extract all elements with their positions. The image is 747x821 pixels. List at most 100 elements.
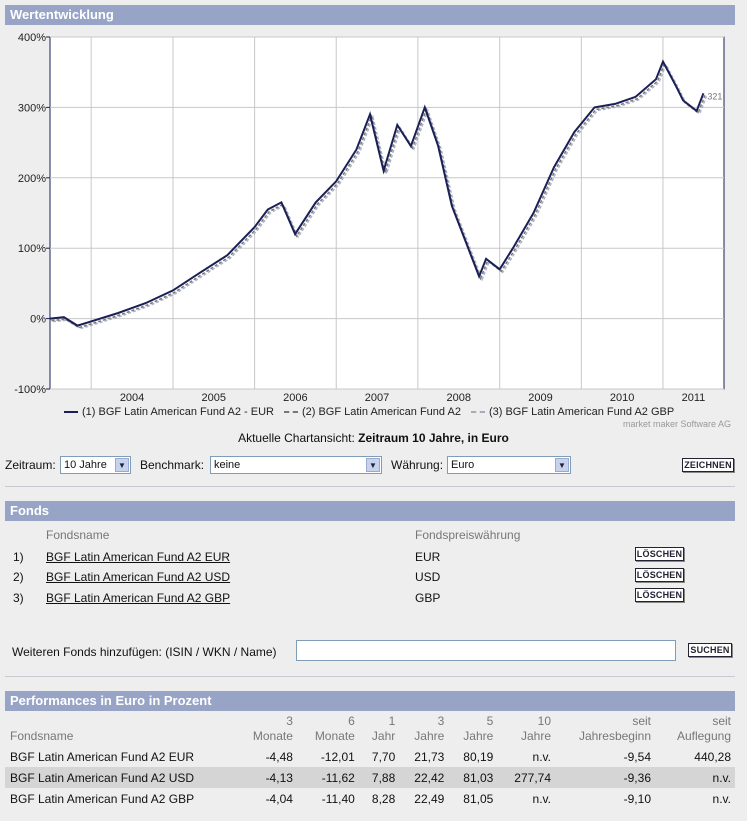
perf-cell: 8,28 xyxy=(371,791,396,806)
perf-cell: -12,01 xyxy=(320,749,355,764)
legend-item-3: (3) BGF Latin American Fund A2 GBP xyxy=(470,406,675,418)
zeitraum-value: 10 Jahre xyxy=(64,459,107,471)
fonds-row-currency: EUR xyxy=(415,550,441,564)
chart-controls: Zeitraum: 10 Jahre ▼ Benchmark: keine ▼ … xyxy=(5,456,735,476)
perf-col-6m: 6 Monate xyxy=(314,714,355,743)
perf-cell: n.v. xyxy=(712,791,731,806)
perf-cell: 440,28 xyxy=(694,749,731,764)
chart-lines: 321 xyxy=(49,59,722,330)
chart-legend: (1) BGF Latin American Fund A2 - EUR (2)… xyxy=(64,406,674,418)
chart-view-caption: Aktuelle Chartansicht: Zeitraum 10 Jahre… xyxy=(0,431,747,445)
perf-cell-name: BGF Latin American Fund A2 EUR xyxy=(10,749,195,764)
perf-cell-name: BGF Latin American Fund A2 USD xyxy=(5,767,235,788)
series-end-labels: 321 xyxy=(707,91,722,101)
y-tick-label: 200% xyxy=(18,173,46,185)
fonds-row-link[interactable]: BGF Latin American Fund A2 USD xyxy=(46,570,231,584)
perf-cell: 277,74 xyxy=(497,767,555,788)
divider xyxy=(5,486,735,487)
y-tick-label: 0% xyxy=(30,314,46,326)
x-tick-label: 2009 xyxy=(528,392,552,404)
perf-cell: -4,04 xyxy=(265,791,293,806)
perf-cell: -9,36 xyxy=(555,767,655,788)
fonds-row-num: 2) xyxy=(13,570,24,584)
chart-view-prefix: Aktuelle Chartansicht: xyxy=(238,431,355,445)
delete-button[interactable]: LÖSCHEN xyxy=(635,588,684,602)
perf-cell: -4,48 xyxy=(265,749,293,764)
legend-item-2: (2) BGF Latin American Fund A2 xyxy=(283,406,461,418)
perf-cell: -9,54 xyxy=(623,749,651,764)
perf-cell: 21,73 xyxy=(414,749,445,764)
y-tick-label: 100% xyxy=(18,243,46,255)
search-button[interactable]: SUCHEN xyxy=(688,643,732,657)
legend-label-2: (2) BGF Latin American Fund A2 xyxy=(301,406,461,418)
legend-label-3: (3) BGF Latin American Fund A2 GBP xyxy=(488,406,675,418)
benchmark-value: keine xyxy=(214,459,241,471)
legend-swatch-dashed xyxy=(283,411,298,413)
chart-x-ticks: 2004 2005 2006 2007 2008 2009 2010 2011 xyxy=(120,392,705,404)
add-fonds-input[interactable] xyxy=(296,640,676,661)
waehrung-select[interactable]: Euro ▼ xyxy=(447,456,571,474)
y-tick-label: 300% xyxy=(18,102,46,114)
fonds-row-num: 3) xyxy=(13,591,24,605)
perf-col-1y: 1 Jahr xyxy=(371,714,396,743)
zeitraum-select[interactable]: 10 Jahre ▼ xyxy=(60,456,131,474)
series-line xyxy=(51,61,706,329)
zeitraum-label: Zeitraum: xyxy=(5,458,56,472)
perf-cell: 7,88 xyxy=(358,767,400,788)
chart-view-value: Zeitraum 10 Jahre, in Euro xyxy=(358,431,509,445)
perf-cell: 22,42 xyxy=(399,767,449,788)
fonds-row-num: 1) xyxy=(13,550,24,564)
chart-y-ticks: 400% 300% 200% 100% 0% -100% xyxy=(14,32,46,396)
chart-svg: 400% 300% 200% 100% 0% -100% 2004 2005 2006 2007… xyxy=(14,32,725,404)
chevron-down-icon: ▼ xyxy=(366,458,380,472)
perf-cell: 22,49 xyxy=(414,791,445,806)
perf-cell: n.v. xyxy=(532,791,551,806)
x-tick-label: 2011 xyxy=(682,392,706,404)
x-tick-label: 2008 xyxy=(447,392,471,404)
fonds-header: Fonds xyxy=(5,501,735,521)
performance-header: Performances in Euro in Prozent xyxy=(5,691,735,711)
performance-header-row: Fondsname 3 Monate 6 Monate 1 Jahr 3 Jahre 5… xyxy=(5,712,735,746)
y-tick-label: -100% xyxy=(14,384,46,396)
x-tick-label: 2005 xyxy=(202,392,226,404)
fonds-row-link[interactable]: BGF Latin American Fund A2 EUR xyxy=(46,550,231,564)
perf-col-ytd: seit Jahresbeginn xyxy=(578,714,651,743)
legend-swatch-solid xyxy=(64,411,78,413)
zeichnen-button[interactable]: ZEICHNEN xyxy=(682,458,734,472)
performance-chart: 400% 300% 200% 100% 0% -100% 2004 2005 2006 2007… xyxy=(0,25,747,425)
x-tick-label: 2007 xyxy=(365,392,389,404)
perf-col-5y: 5 Jahre xyxy=(463,714,494,743)
x-tick-label: 2006 xyxy=(283,392,307,404)
table-row: BGF Latin American Fund A2 GBP -4,04 -11… xyxy=(5,788,735,809)
fonds-row-currency: USD xyxy=(415,570,441,584)
fonds-col-currency: Fondspreiswährung xyxy=(415,528,521,542)
perf-cell: -11,62 xyxy=(296,767,359,788)
perf-col-3y: 3 Jahre xyxy=(414,714,445,743)
delete-button[interactable]: LÖSCHEN xyxy=(635,547,684,561)
chart-grid xyxy=(46,36,725,390)
perf-cell: 80,19 xyxy=(463,749,494,764)
performance-table: Fondsname 3 Monate 6 Monate 1 Jahr 3 Jahre 5… xyxy=(5,712,735,809)
perf-cell: -9,10 xyxy=(623,791,651,806)
legend-swatch-dashed-light xyxy=(470,411,485,413)
fonds-title: Fonds xyxy=(10,503,49,518)
x-tick-label: 2010 xyxy=(610,392,634,404)
benchmark-select[interactable]: keine ▼ xyxy=(210,456,382,474)
perf-col-inception: seit Auflegung xyxy=(676,714,731,743)
y-tick-label: 400% xyxy=(18,32,46,44)
add-fonds-label: Weiteren Fonds hinzufügen: (ISIN / WKN /… xyxy=(12,645,277,659)
chevron-down-icon: ▼ xyxy=(115,458,129,472)
perf-cell: 81,05 xyxy=(463,791,494,806)
divider xyxy=(5,676,735,677)
benchmark-label: Benchmark: xyxy=(140,458,205,472)
perf-cell: 81,03 xyxy=(448,767,498,788)
perf-cell: n.v. xyxy=(655,767,735,788)
perf-col-10y: 10 Jahre xyxy=(520,714,551,743)
perf-cell: n.v. xyxy=(532,749,551,764)
wertentwicklung-header: Wertentwicklung xyxy=(5,5,735,25)
watermark: market maker Software AG xyxy=(622,419,731,429)
delete-button[interactable]: LÖSCHEN xyxy=(635,568,684,582)
perf-cell-name: BGF Latin American Fund A2 GBP xyxy=(10,791,195,806)
fonds-row-link[interactable]: BGF Latin American Fund A2 GBP xyxy=(46,591,231,605)
perf-cell: -4,13 xyxy=(235,767,297,788)
